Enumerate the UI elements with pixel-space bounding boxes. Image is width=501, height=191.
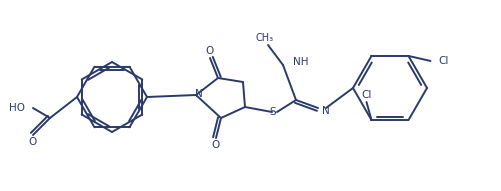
Text: O: O [28,137,36,147]
Text: NH: NH [293,57,309,67]
Text: Cl: Cl [361,90,372,100]
Text: CH₃: CH₃ [256,33,274,43]
Text: HO: HO [9,103,25,113]
Text: N: N [322,106,330,116]
Text: Cl: Cl [438,56,449,66]
Text: S: S [270,107,277,117]
Text: O: O [206,46,214,56]
Text: N: N [195,89,203,99]
Text: O: O [212,140,220,150]
